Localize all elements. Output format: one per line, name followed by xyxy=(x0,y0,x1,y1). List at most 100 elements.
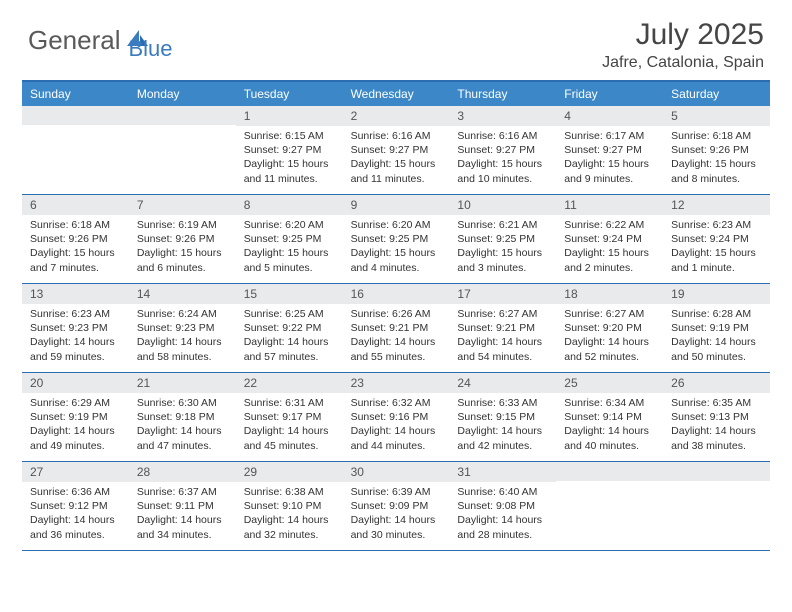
calendar-week: 1Sunrise: 6:15 AMSunset: 9:27 PMDaylight… xyxy=(22,106,770,195)
cell-body xyxy=(556,481,663,490)
daylight-line: Daylight: 14 hours and 30 minutes. xyxy=(351,513,442,541)
cell-body: Sunrise: 6:29 AMSunset: 9:19 PMDaylight:… xyxy=(22,393,129,459)
sunrise-line: Sunrise: 6:16 AM xyxy=(457,129,548,143)
calendar-cell: 26Sunrise: 6:35 AMSunset: 9:13 PMDayligh… xyxy=(663,373,770,461)
cell-day-number: 4 xyxy=(556,106,663,126)
calendar-cell: 10Sunrise: 6:21 AMSunset: 9:25 PMDayligh… xyxy=(449,195,556,283)
sunrise-line: Sunrise: 6:20 AM xyxy=(244,218,335,232)
sunset-line: Sunset: 9:15 PM xyxy=(457,410,548,424)
cell-body: Sunrise: 6:20 AMSunset: 9:25 PMDaylight:… xyxy=(343,215,450,281)
cell-body: Sunrise: 6:32 AMSunset: 9:16 PMDaylight:… xyxy=(343,393,450,459)
cell-day-number: 2 xyxy=(343,106,450,126)
cell-body: Sunrise: 6:27 AMSunset: 9:21 PMDaylight:… xyxy=(449,304,556,370)
cell-day-number: 6 xyxy=(22,195,129,215)
calendar-cell: 30Sunrise: 6:39 AMSunset: 9:09 PMDayligh… xyxy=(343,462,450,550)
cell-body: Sunrise: 6:39 AMSunset: 9:09 PMDaylight:… xyxy=(343,482,450,548)
sunrise-line: Sunrise: 6:16 AM xyxy=(351,129,442,143)
cell-day-number: 25 xyxy=(556,373,663,393)
calendar-cell: 18Sunrise: 6:27 AMSunset: 9:20 PMDayligh… xyxy=(556,284,663,372)
daylight-line: Daylight: 15 hours and 5 minutes. xyxy=(244,246,335,274)
sunset-line: Sunset: 9:10 PM xyxy=(244,499,335,513)
cell-body: Sunrise: 6:40 AMSunset: 9:08 PMDaylight:… xyxy=(449,482,556,548)
calendar-cell: 25Sunrise: 6:34 AMSunset: 9:14 PMDayligh… xyxy=(556,373,663,461)
calendar-cell: 27Sunrise: 6:36 AMSunset: 9:12 PMDayligh… xyxy=(22,462,129,550)
sunrise-line: Sunrise: 6:19 AM xyxy=(137,218,228,232)
sunrise-line: Sunrise: 6:40 AM xyxy=(457,485,548,499)
calendar-cell: 2Sunrise: 6:16 AMSunset: 9:27 PMDaylight… xyxy=(343,106,450,194)
calendar-cell: 22Sunrise: 6:31 AMSunset: 9:17 PMDayligh… xyxy=(236,373,343,461)
calendar-week: 20Sunrise: 6:29 AMSunset: 9:19 PMDayligh… xyxy=(22,373,770,462)
sunset-line: Sunset: 9:24 PM xyxy=(671,232,762,246)
sunrise-line: Sunrise: 6:17 AM xyxy=(564,129,655,143)
daylight-line: Daylight: 14 hours and 32 minutes. xyxy=(244,513,335,541)
daylight-line: Daylight: 14 hours and 54 minutes. xyxy=(457,335,548,363)
calendar-cell: 13Sunrise: 6:23 AMSunset: 9:23 PMDayligh… xyxy=(22,284,129,372)
sunrise-line: Sunrise: 6:29 AM xyxy=(30,396,121,410)
sunset-line: Sunset: 9:08 PM xyxy=(457,499,548,513)
cell-body: Sunrise: 6:19 AMSunset: 9:26 PMDaylight:… xyxy=(129,215,236,281)
daylight-line: Daylight: 14 hours and 55 minutes. xyxy=(351,335,442,363)
sunrise-line: Sunrise: 6:24 AM xyxy=(137,307,228,321)
daylight-line: Daylight: 14 hours and 57 minutes. xyxy=(244,335,335,363)
cell-day-number: 20 xyxy=(22,373,129,393)
daylight-line: Daylight: 14 hours and 45 minutes. xyxy=(244,424,335,452)
daylight-line: Daylight: 15 hours and 9 minutes. xyxy=(564,157,655,185)
daylight-line: Daylight: 15 hours and 10 minutes. xyxy=(457,157,548,185)
calendar-cell: 4Sunrise: 6:17 AMSunset: 9:27 PMDaylight… xyxy=(556,106,663,194)
daylight-line: Daylight: 14 hours and 36 minutes. xyxy=(30,513,121,541)
sunset-line: Sunset: 9:27 PM xyxy=(244,143,335,157)
sunrise-line: Sunrise: 6:39 AM xyxy=(351,485,442,499)
logo-text-blue: Blue xyxy=(129,18,173,62)
sunrise-line: Sunrise: 6:21 AM xyxy=(457,218,548,232)
sunrise-line: Sunrise: 6:34 AM xyxy=(564,396,655,410)
cell-body: Sunrise: 6:34 AMSunset: 9:14 PMDaylight:… xyxy=(556,393,663,459)
cell-day-number: 8 xyxy=(236,195,343,215)
day-header: Saturday xyxy=(663,82,770,106)
sunset-line: Sunset: 9:17 PM xyxy=(244,410,335,424)
sunrise-line: Sunrise: 6:32 AM xyxy=(351,396,442,410)
calendar-cell xyxy=(663,462,770,550)
sunset-line: Sunset: 9:23 PM xyxy=(30,321,121,335)
calendar-cell: 8Sunrise: 6:20 AMSunset: 9:25 PMDaylight… xyxy=(236,195,343,283)
cell-body: Sunrise: 6:31 AMSunset: 9:17 PMDaylight:… xyxy=(236,393,343,459)
sunrise-line: Sunrise: 6:20 AM xyxy=(351,218,442,232)
cell-day-number: 27 xyxy=(22,462,129,482)
cell-day-number: 19 xyxy=(663,284,770,304)
day-header: Monday xyxy=(129,82,236,106)
cell-body: Sunrise: 6:27 AMSunset: 9:20 PMDaylight:… xyxy=(556,304,663,370)
sunrise-line: Sunrise: 6:23 AM xyxy=(671,218,762,232)
sunset-line: Sunset: 9:14 PM xyxy=(564,410,655,424)
cell-day-number: 30 xyxy=(343,462,450,482)
cell-body: Sunrise: 6:37 AMSunset: 9:11 PMDaylight:… xyxy=(129,482,236,548)
sunset-line: Sunset: 9:09 PM xyxy=(351,499,442,513)
daylight-line: Daylight: 14 hours and 52 minutes. xyxy=(564,335,655,363)
daylight-line: Daylight: 14 hours and 40 minutes. xyxy=(564,424,655,452)
cell-day-number: 24 xyxy=(449,373,556,393)
sunset-line: Sunset: 9:25 PM xyxy=(351,232,442,246)
calendar-cell: 1Sunrise: 6:15 AMSunset: 9:27 PMDaylight… xyxy=(236,106,343,194)
sunset-line: Sunset: 9:18 PM xyxy=(137,410,228,424)
daylight-line: Daylight: 15 hours and 8 minutes. xyxy=(671,157,762,185)
calendar-cell: 14Sunrise: 6:24 AMSunset: 9:23 PMDayligh… xyxy=(129,284,236,372)
cell-body: Sunrise: 6:24 AMSunset: 9:23 PMDaylight:… xyxy=(129,304,236,370)
cell-body: Sunrise: 6:36 AMSunset: 9:12 PMDaylight:… xyxy=(22,482,129,548)
daylight-line: Daylight: 15 hours and 1 minute. xyxy=(671,246,762,274)
calendar-cell: 11Sunrise: 6:22 AMSunset: 9:24 PMDayligh… xyxy=(556,195,663,283)
calendar-cell: 19Sunrise: 6:28 AMSunset: 9:19 PMDayligh… xyxy=(663,284,770,372)
cell-day-number: 17 xyxy=(449,284,556,304)
cell-day-number: 16 xyxy=(343,284,450,304)
sunset-line: Sunset: 9:12 PM xyxy=(30,499,121,513)
sunset-line: Sunset: 9:24 PM xyxy=(564,232,655,246)
cell-body xyxy=(22,125,129,134)
day-headers-row: SundayMondayTuesdayWednesdayThursdayFrid… xyxy=(22,82,770,106)
daylight-line: Daylight: 15 hours and 7 minutes. xyxy=(30,246,121,274)
location-text: Jafre, Catalonia, Spain xyxy=(602,54,764,72)
sunrise-line: Sunrise: 6:37 AM xyxy=(137,485,228,499)
daylight-line: Daylight: 14 hours and 58 minutes. xyxy=(137,335,228,363)
sunset-line: Sunset: 9:26 PM xyxy=(137,232,228,246)
daylight-line: Daylight: 14 hours and 49 minutes. xyxy=(30,424,121,452)
cell-day-number: 18 xyxy=(556,284,663,304)
cell-day-number: 10 xyxy=(449,195,556,215)
sunrise-line: Sunrise: 6:23 AM xyxy=(30,307,121,321)
month-title: July 2025 xyxy=(602,18,764,52)
